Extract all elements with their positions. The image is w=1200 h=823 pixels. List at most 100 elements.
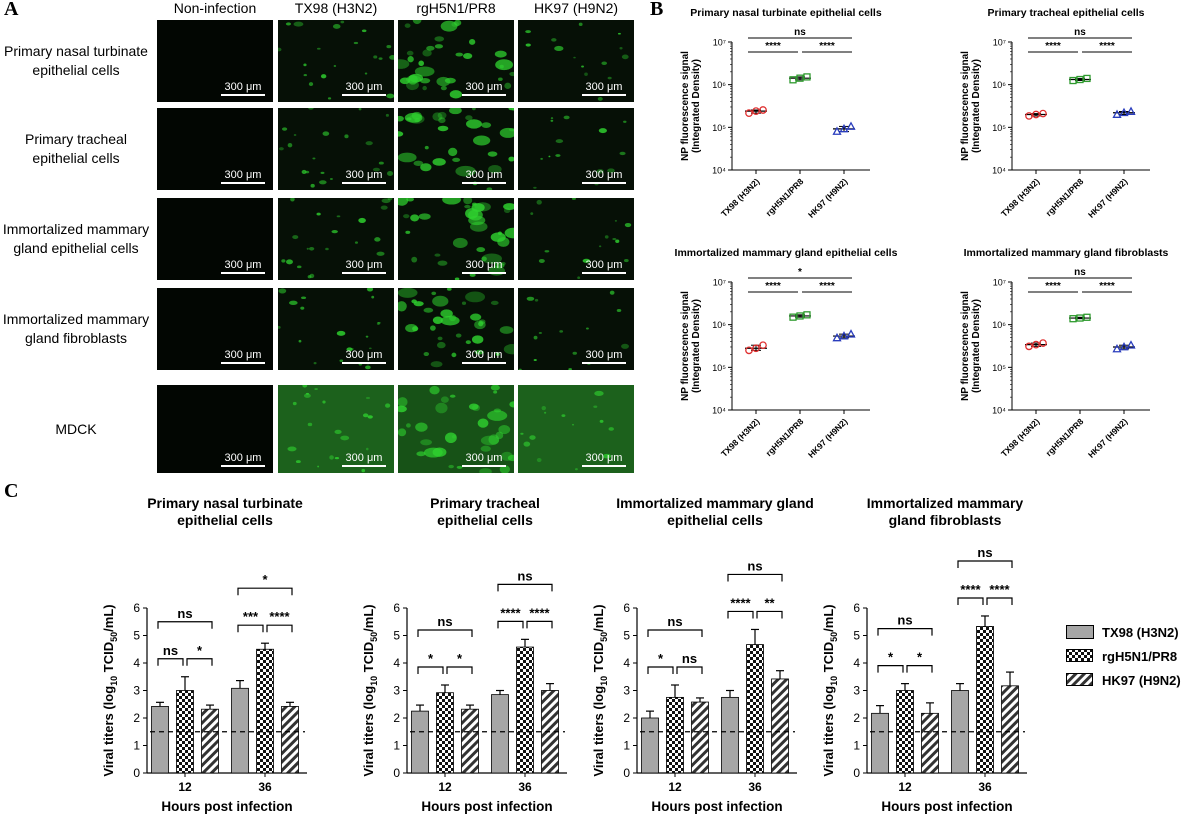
- y-tick-label: 10⁶: [712, 80, 726, 90]
- row-label-mdck: MDCK: [55, 420, 97, 437]
- scale-bar: 300 μm: [342, 169, 386, 184]
- y-tick-label: 10⁶: [992, 320, 1006, 330]
- chart-title: epithelial cells: [667, 512, 763, 528]
- scale-bar: 300 μm: [342, 452, 386, 467]
- significance-bracket: [647, 629, 703, 637]
- y-tick-label: 10⁷: [713, 38, 726, 48]
- significance-bracket: [727, 573, 783, 582]
- scale-bar-line: [462, 272, 506, 274]
- chart-title: epithelial cells: [177, 512, 273, 528]
- scale-bar-line: [221, 94, 265, 96]
- data-point: [789, 313, 797, 321]
- data-point: [1039, 109, 1047, 118]
- fluorescence-cells: [398, 288, 514, 368]
- bar: [256, 648, 274, 774]
- micrograph-tile: 300 μm: [278, 198, 394, 280]
- bar: [461, 708, 479, 774]
- y-tick-label: 10⁵: [992, 123, 1006, 133]
- x-tick-label: 36: [748, 780, 762, 794]
- scale-bar-label: 300 μm: [224, 452, 262, 464]
- x-tick-label: HK97 (H9N2): [1086, 416, 1130, 460]
- data-point: [1126, 340, 1136, 349]
- bar: [516, 646, 534, 774]
- data-point: [759, 341, 767, 350]
- x-tick-label: HK97 (H9N2): [806, 416, 850, 460]
- significance-bracket: [877, 628, 933, 636]
- data-point: [839, 331, 849, 340]
- data-point: [1025, 112, 1033, 120]
- x-axis-label: Hours post infection: [651, 799, 782, 814]
- scale-bar-line: [582, 272, 626, 274]
- y-tick-label: 3: [623, 684, 630, 698]
- micrograph-tile: 300 μm: [157, 288, 273, 370]
- significance-bracket: [446, 666, 473, 674]
- data-point: [846, 121, 856, 130]
- data-point: [803, 73, 811, 81]
- micrograph-tile: 300 μm: [518, 108, 634, 190]
- significance-bracket: [957, 597, 984, 605]
- legend-swatch-solid: [1066, 625, 1094, 639]
- y-tick-label: 6: [853, 601, 860, 615]
- significance-bracket: [756, 610, 783, 619]
- data-point: [752, 344, 760, 353]
- data-point: [1032, 110, 1040, 119]
- scale-bar: 300 μm: [221, 349, 265, 364]
- scale-bar: 300 μm: [462, 81, 506, 96]
- legend-swatch-checkerboard: [1066, 649, 1093, 662]
- significance-bracket: [417, 629, 473, 637]
- y-axis-label: Viral titers (log10 TCID50/mL): [101, 604, 119, 776]
- scale-bar-line: [582, 182, 626, 184]
- chart-title: Primary tracheal: [430, 495, 540, 511]
- significance-label: ****: [1099, 281, 1115, 292]
- data-point: [803, 311, 811, 319]
- scale-bar: 300 μm: [221, 81, 265, 96]
- chart-title: Immortalized mammary gland: [616, 495, 814, 511]
- scale-bar-line: [582, 362, 626, 364]
- data-point: [1069, 315, 1077, 323]
- data-point: [745, 109, 753, 117]
- scale-bar-label: 300 μm: [585, 259, 623, 271]
- plot-title: Immortalized mammary gland epithelial ce…: [675, 247, 898, 259]
- x-tick-label: 36: [978, 780, 992, 794]
- x-tick-label: 36: [518, 780, 532, 794]
- legend-item-hk97: HK97 (H9N2): [1066, 668, 1181, 692]
- chart-legend: TX98 (H3N2) rgH5N1/PR8 HK97 (H9N2): [1066, 620, 1181, 692]
- data-point: [1039, 339, 1047, 347]
- scatter-plot: Immortalized mammary gland epithelial ce…: [675, 247, 898, 460]
- scale-bar-label: 300 μm: [465, 259, 503, 271]
- x-axis-label: Hours post infection: [161, 799, 292, 814]
- data-point: [752, 107, 760, 115]
- scale-bar: 300 μm: [462, 349, 506, 364]
- panel-letter-a: A: [4, 0, 19, 20]
- data-point: [846, 329, 856, 338]
- y-tick-label: 0: [393, 766, 400, 780]
- significance-label: ns: [977, 545, 992, 560]
- scale-bar-label: 300 μm: [465, 452, 503, 464]
- micrograph-tile: 300 μm: [157, 20, 273, 102]
- scale-bar: 300 μm: [582, 81, 626, 96]
- scale-bar: 300 μm: [582, 169, 626, 184]
- scatter-plot: Immortalized mammary gland fibroblasts 10…: [960, 247, 1169, 460]
- fluorescence-cells: [398, 20, 514, 99]
- significance-label: ns: [437, 614, 452, 629]
- significance-bracket: [237, 587, 293, 596]
- scale-bar-line: [462, 362, 506, 364]
- significance-label: ****: [765, 41, 781, 52]
- y-tick-label: 1: [393, 739, 400, 753]
- x-tick-label: 12: [178, 780, 192, 794]
- y-tick-label: 3: [133, 684, 140, 698]
- bar: [746, 644, 764, 774]
- micrograph-tile: 300 μm: [398, 20, 514, 102]
- x-tick-label: TX98 (H3N2): [999, 176, 1042, 219]
- x-tick-label: TX98 (H3N2): [999, 416, 1042, 459]
- data-point: [832, 332, 842, 342]
- data-point: [1069, 76, 1077, 85]
- panel-letter-b: B: [650, 0, 664, 20]
- y-tick-label: 2: [853, 711, 860, 725]
- data-point: [796, 312, 804, 320]
- significance-label: ns: [747, 558, 762, 573]
- y-tick-label: 10⁵: [712, 123, 726, 133]
- scale-bar-label: 300 μm: [345, 169, 383, 181]
